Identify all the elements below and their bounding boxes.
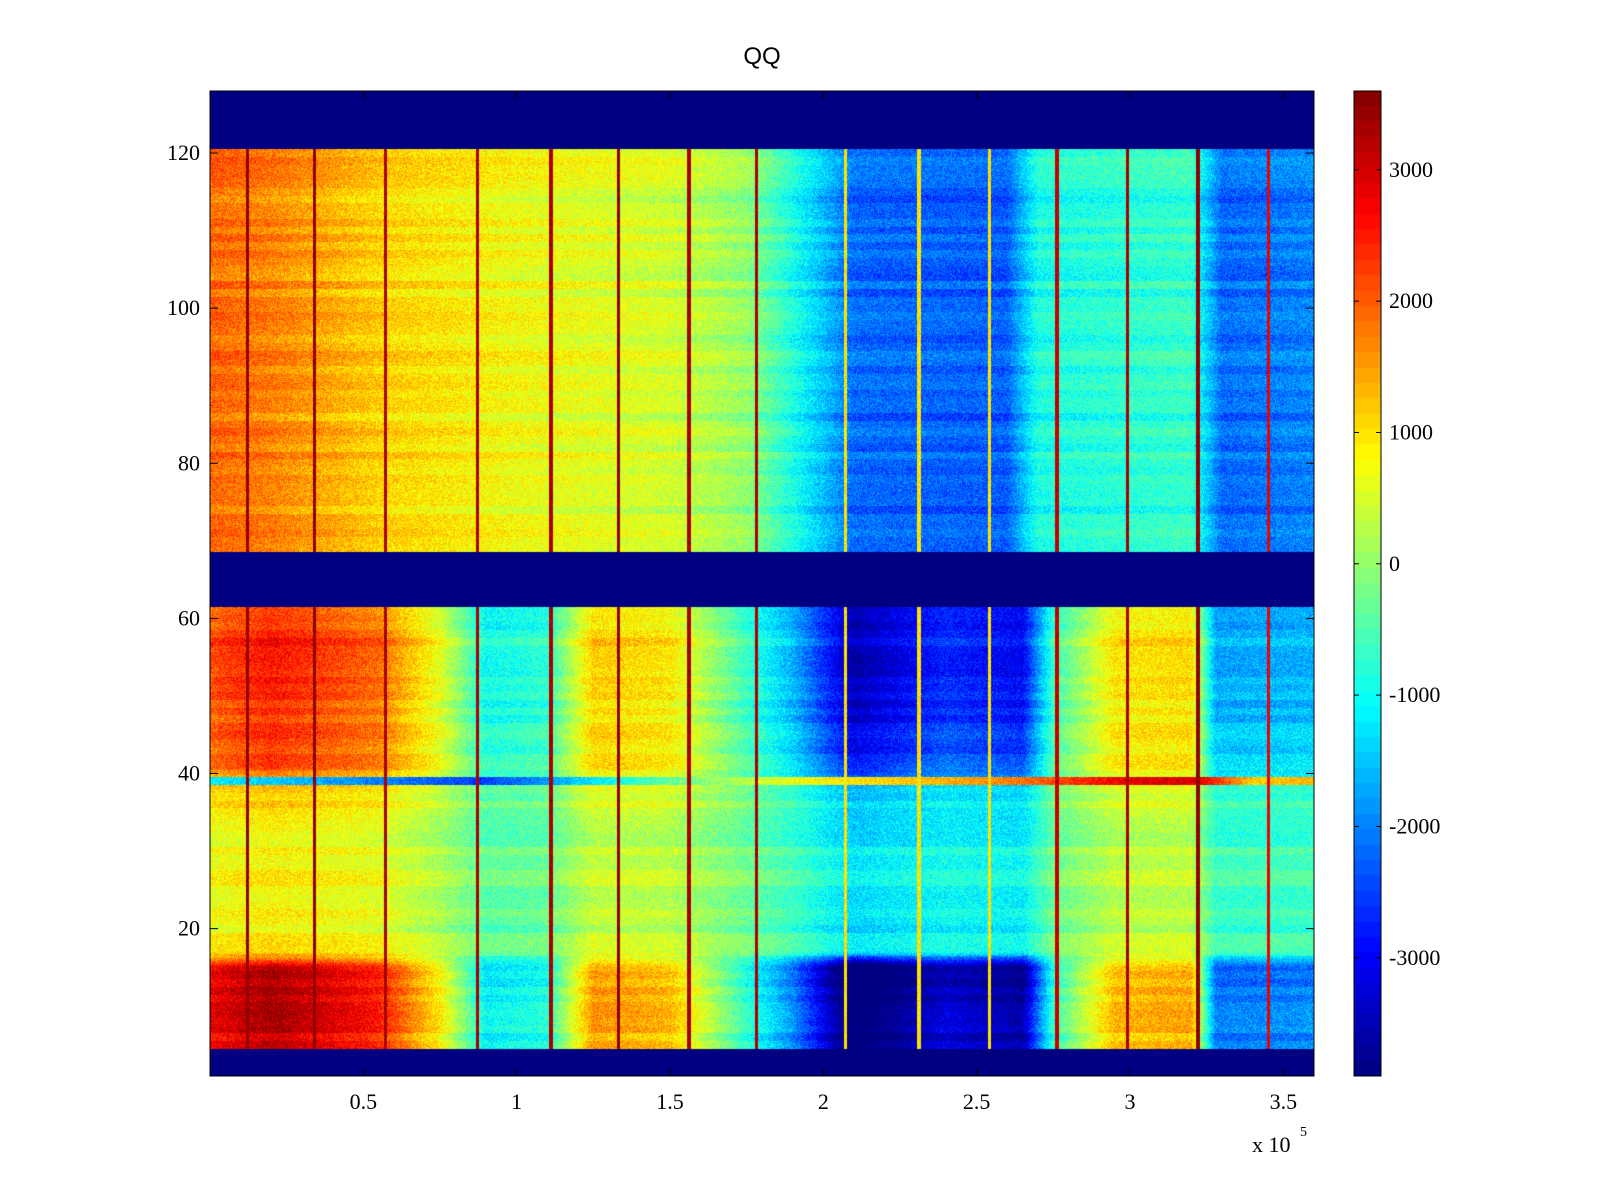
x-multiplier-base: x 10 [1252, 1132, 1291, 1157]
colorbar-tick-label: 2000 [1389, 288, 1433, 313]
colorbar-tick-label: -2000 [1389, 813, 1440, 838]
x-tick-label: 0.5 [350, 1089, 378, 1114]
colorbar-tick-label: -3000 [1389, 945, 1440, 970]
colorbar-tick-label: -1000 [1389, 682, 1440, 707]
y-tick-label: 20 [178, 916, 200, 941]
plot-frame [209, 90, 1315, 1077]
colorbar-frame [1353, 90, 1382, 1077]
heatmap-image [210, 91, 1314, 1076]
x-tick-label: 2.5 [963, 1089, 991, 1114]
colorbar-gradient [1354, 91, 1381, 1076]
y-axis: 20 40 60 80 100 120 [167, 140, 1314, 941]
x-tick-label: 1 [511, 1089, 522, 1114]
y-tick-label: 100 [167, 295, 200, 320]
y-tick-label: 40 [178, 761, 200, 786]
colorbar-tick-label: 3000 [1389, 157, 1433, 182]
x-tick-label: 3 [1125, 1089, 1136, 1114]
x-multiplier-exponent: 5 [1300, 1125, 1307, 1140]
colorbar-axis: 3000 2000 1000 0 -1000 -2000 -3000 [1354, 157, 1440, 970]
y-tick-label: 120 [167, 140, 200, 165]
x-tick-label: 1.5 [656, 1089, 684, 1114]
x-tick-label: 2 [818, 1089, 829, 1114]
chart-title: QQ [743, 43, 781, 70]
y-tick-label: 60 [178, 605, 200, 630]
colorbar-tick-label: 0 [1389, 551, 1400, 576]
y-tick-label: 80 [178, 450, 200, 475]
x-tick-label: 3.5 [1270, 1089, 1298, 1114]
colorbar-tick-label: 1000 [1389, 419, 1433, 444]
x-axis: 0.5 1 1.5 2 2.5 3 3.5 [350, 91, 1298, 1114]
